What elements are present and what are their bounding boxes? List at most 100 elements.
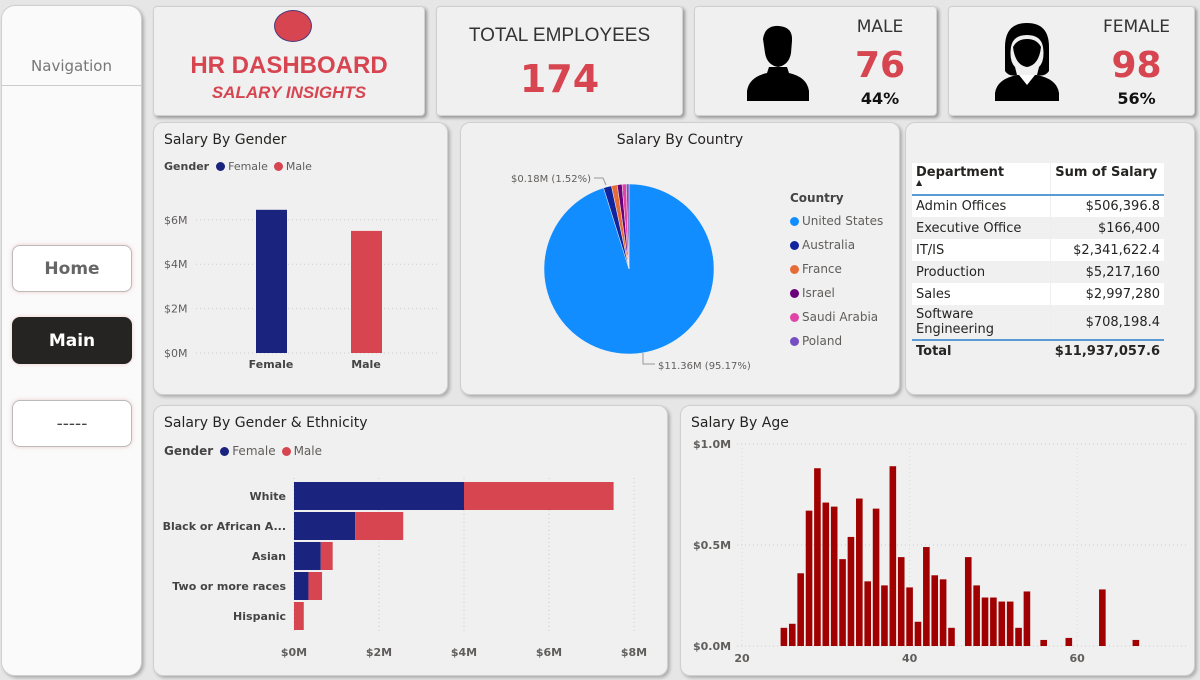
age-bar (839, 559, 846, 646)
male-percent: 44% (860, 89, 900, 108)
salary-by-country-chart[interactable]: Salary By Country $0.18M (1.52%) $11.36M … (460, 122, 900, 395)
y-tick-label: $6M (164, 214, 188, 227)
bar-male (355, 512, 404, 540)
salary-cell: $2,341,622.4 (1073, 242, 1160, 258)
bar-male (351, 230, 382, 353)
male-label: MALE (856, 17, 904, 37)
female-label: FEMALE (1102, 17, 1171, 37)
pie-slice-poland (626, 183, 630, 270)
age-bar (897, 557, 905, 646)
gender-bar-plot: $0M $2M $4M $6M Female Male (164, 209, 439, 371)
main-button[interactable]: Main (12, 317, 132, 364)
department-cell: Software Engineering (912, 305, 1052, 340)
leader-line (594, 177, 607, 186)
salary-by-gender-ethnicity-chart[interactable]: Salary By Gender & Ethnicity Gender Femal… (153, 405, 668, 676)
legend-item[interactable]: Australia (790, 233, 883, 257)
age-bar (830, 506, 838, 646)
department-salary-table[interactable]: Department ▲ Sum of Salary Admin Offices $… (905, 122, 1195, 395)
x-tick-label: 60 (1070, 652, 1086, 665)
y-tick-label: Hispanic (233, 610, 286, 623)
salary-cell: $2,997,280 (1085, 286, 1160, 302)
age-bar (805, 510, 813, 646)
legend-dot (790, 240, 799, 250)
age-bar (856, 498, 863, 646)
table-row[interactable]: Admin Offices $506,396.8 (912, 195, 1164, 217)
age-bar (998, 601, 1006, 646)
legend-item[interactable]: France (790, 257, 883, 281)
country-pie-plot: $0.18M (1.52%) $11.36M (95.17%) (511, 174, 751, 372)
column-header-department[interactable]: Department ▲ (912, 163, 1052, 195)
x-tick-label: $2M (366, 646, 392, 659)
salary-by-gender-chart[interactable]: Salary By Gender Gender Female Male $0M $2M… (153, 122, 448, 395)
age-bar (939, 579, 947, 646)
total-label: TOTAL EMPLOYEES (468, 25, 651, 46)
data-label: $0.18M (1.52%) (511, 174, 591, 185)
male-card: MALE 76 44% (694, 6, 937, 116)
x-tick-label: Male (351, 358, 381, 371)
legend-male: Male (285, 160, 312, 173)
legend-item[interactable]: Saudi Arabia (790, 305, 883, 329)
age-bar-plot: $0.0M $0.5M $1.0M 20 40 60 (693, 438, 1186, 665)
legend-title: Gender (164, 160, 210, 173)
salary-cell: $708,198.4 (1085, 314, 1160, 330)
female-card: FEMALE 98 56% (948, 6, 1195, 116)
age-bar (1040, 639, 1047, 646)
bar-male (320, 542, 333, 570)
table-row[interactable]: Executive Office $166,400 (912, 217, 1164, 239)
age-bar (780, 627, 788, 646)
age-bar (1099, 589, 1106, 646)
legend-item[interactable]: Poland (790, 329, 883, 353)
bar-female (294, 512, 356, 540)
female-person-icon (995, 23, 1059, 101)
legend-label: France (802, 262, 842, 276)
total-employees-card: TOTAL EMPLOYEES 174 (436, 6, 683, 116)
navigation-title: Navigation (31, 57, 112, 75)
column-header-salary[interactable]: Sum of Salary (1055, 165, 1158, 180)
chart-title: Salary By Age (691, 415, 789, 431)
placeholder-button[interactable]: ----- (12, 400, 132, 447)
bar-female (294, 482, 464, 510)
legend-label: United States (802, 214, 884, 228)
legend-female-dot (220, 446, 230, 456)
age-bar (923, 547, 930, 646)
x-tick-label: Female (249, 358, 294, 371)
chart-title: Salary By Country (616, 132, 744, 148)
chart-title: Salary By Gender & Ethnicity (164, 415, 368, 431)
bar-male (294, 602, 304, 630)
legend-title: Gender (164, 444, 214, 458)
title-card: HR DASHBOARD SALARY INSIGHTS (153, 6, 425, 116)
legend-male-dot (273, 162, 283, 171)
leader-line (642, 353, 655, 365)
age-bar (914, 621, 922, 646)
home-button[interactable]: Home (12, 245, 132, 292)
legend-dot (790, 216, 799, 226)
table-row[interactable]: Software Engineering $708,198.4 (912, 305, 1164, 340)
age-bar (889, 466, 897, 646)
y-tick-label: $0.0M (693, 640, 731, 653)
legend-male-dot (281, 446, 291, 456)
y-tick-label: White (250, 490, 286, 503)
department-cell: Production (912, 261, 1052, 283)
legend-item[interactable]: Israel (790, 281, 883, 305)
female-value: 98 (1111, 45, 1162, 86)
age-bar (1132, 639, 1140, 646)
age-bar (1023, 591, 1031, 646)
age-bar (973, 585, 980, 646)
table-row[interactable]: IT/IS $2,341,622.4 (912, 239, 1164, 261)
age-bar (797, 573, 804, 646)
table-row[interactable]: Production $5,217,160 (912, 261, 1164, 283)
bar-female (294, 572, 309, 600)
age-bar (990, 597, 997, 646)
legend-female: Female (228, 160, 268, 173)
department-cell: Executive Office (912, 217, 1052, 239)
age-bar (1015, 627, 1022, 646)
legend-female-dot (216, 162, 226, 171)
y-tick-label: Asian (252, 550, 286, 563)
department-cell: IT/IS (912, 239, 1052, 261)
age-bar (948, 627, 955, 646)
age-bar (864, 581, 871, 646)
salary-by-age-chart[interactable]: Salary By Age $0.0M $0.5M $1.0M 20 40 60 (680, 405, 1195, 676)
table-row[interactable]: Sales $2,997,280 (912, 283, 1164, 305)
age-bar (847, 536, 855, 646)
legend-item[interactable]: United States (790, 209, 883, 233)
